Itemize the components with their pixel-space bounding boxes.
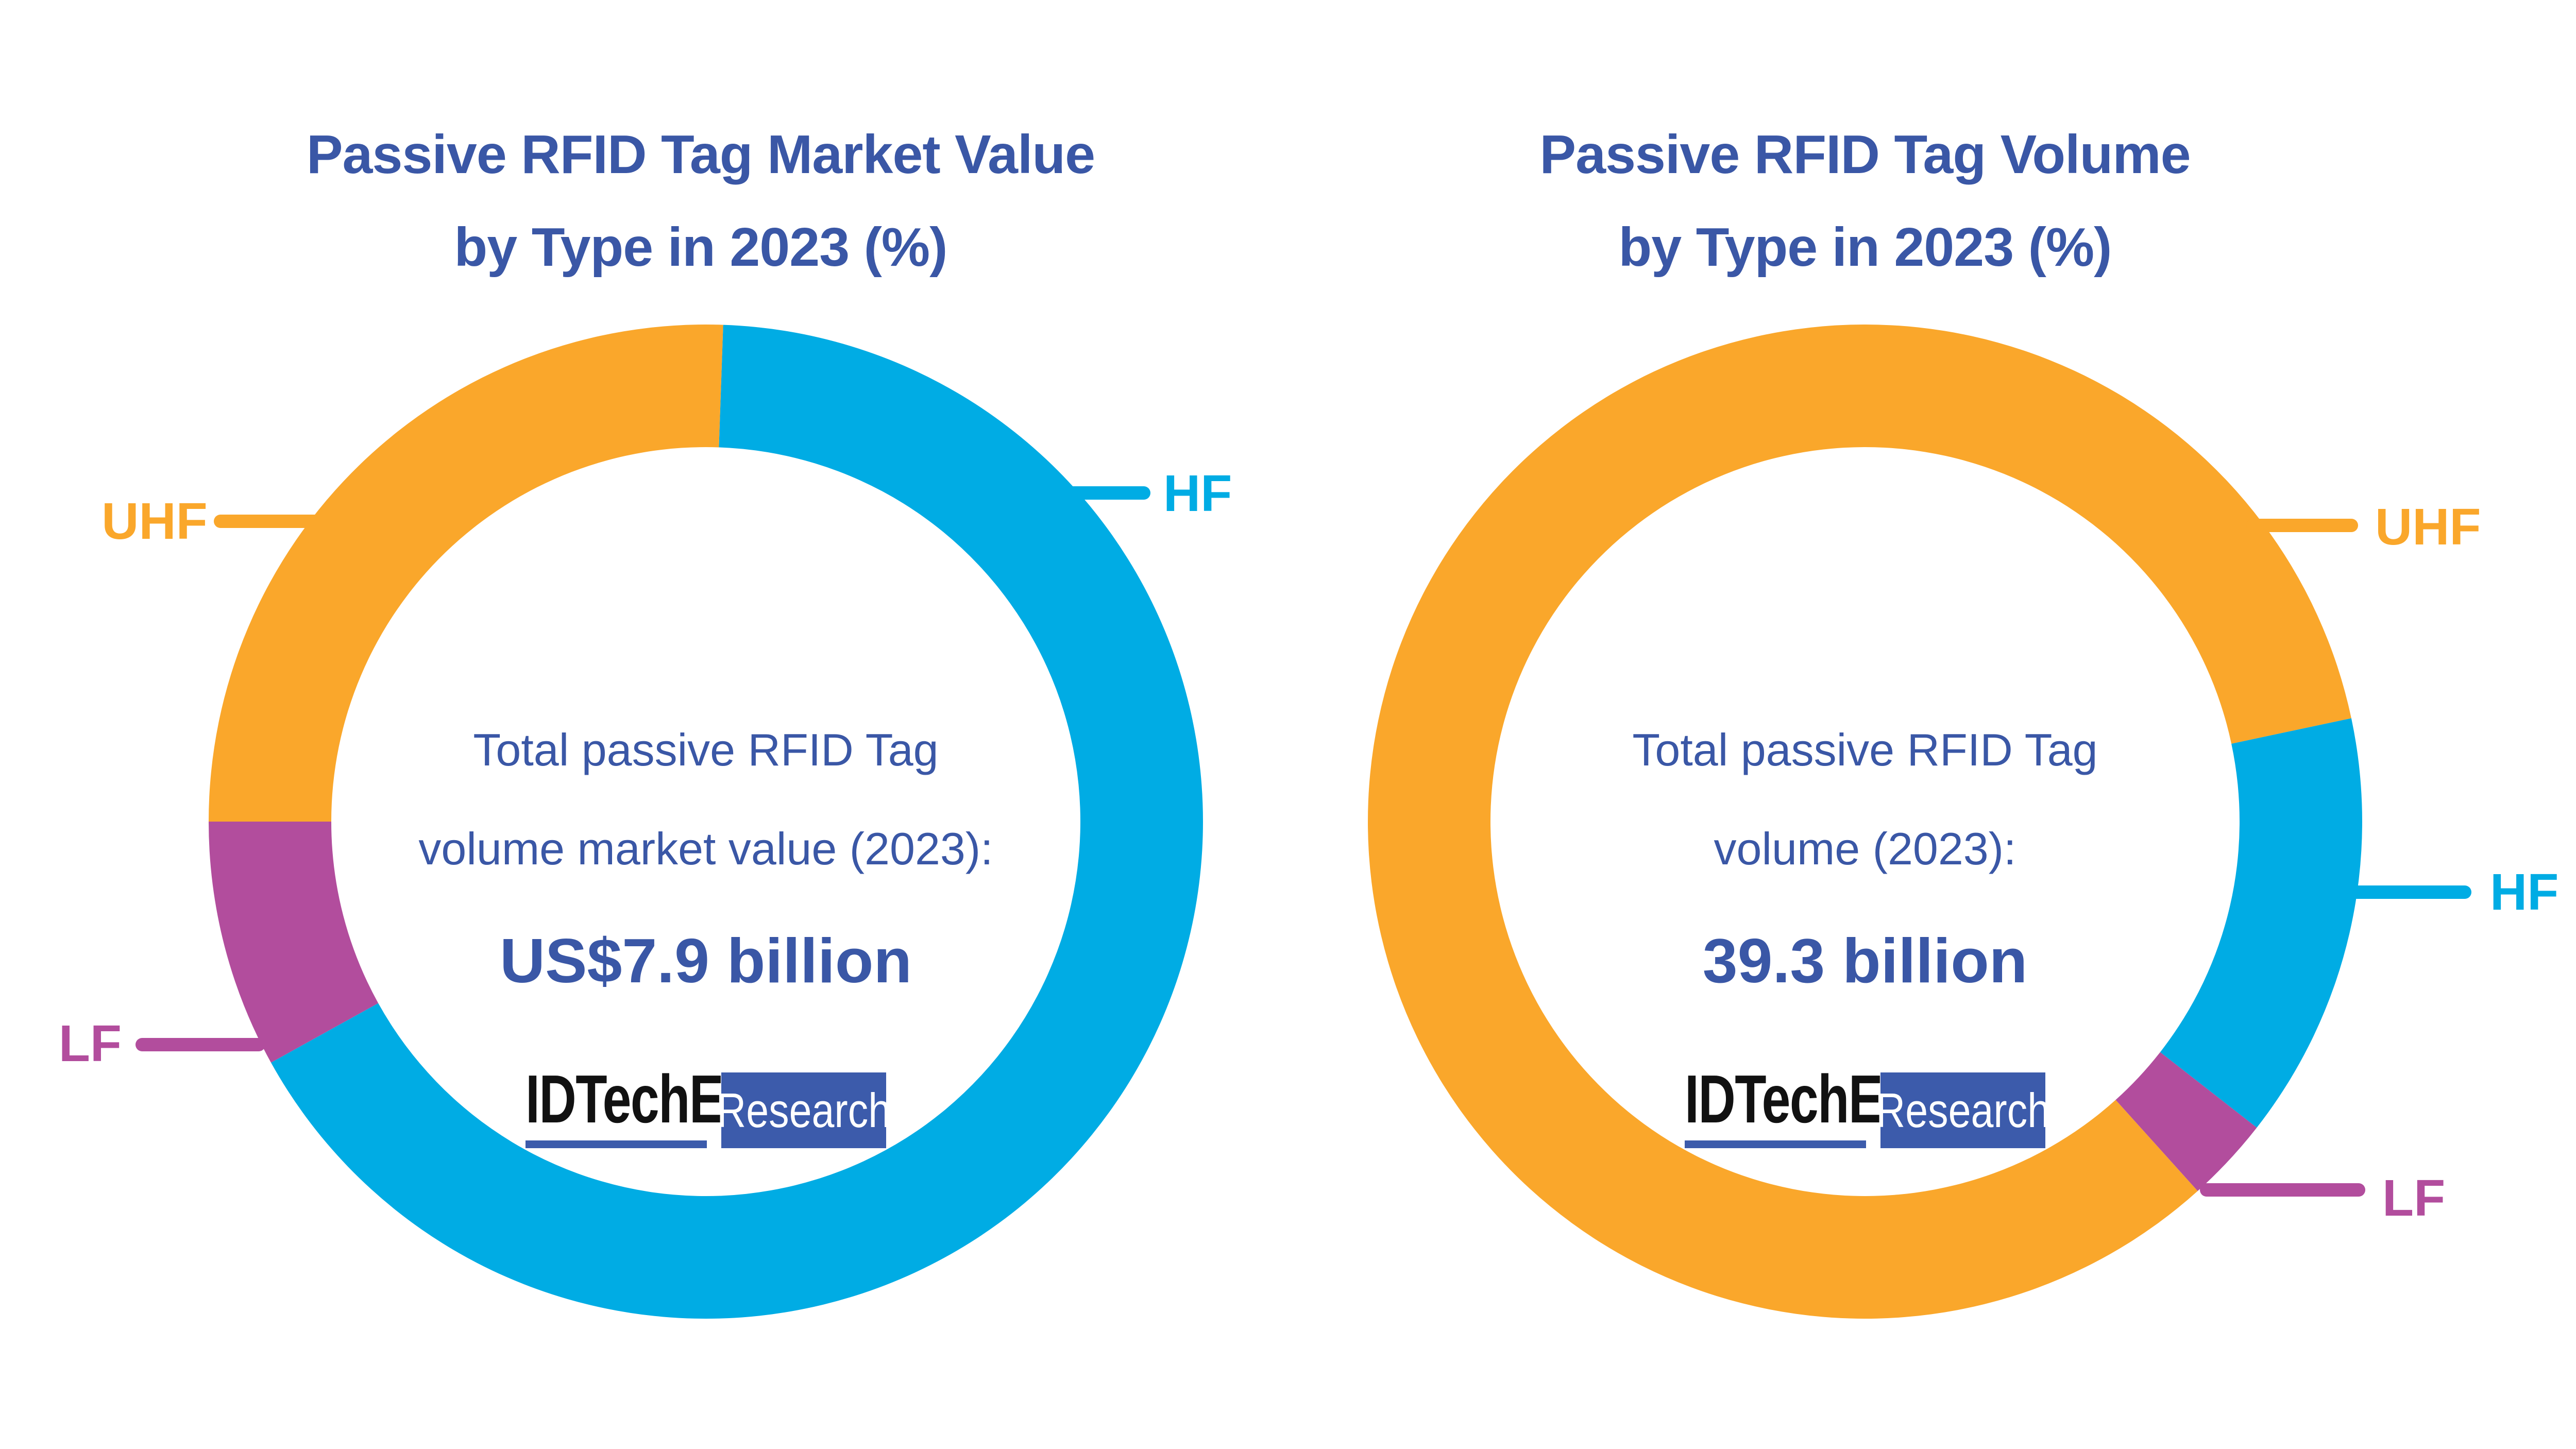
- right-lf-leader-line: [2200, 1183, 2365, 1197]
- left-hf-leader-line: [1061, 486, 1150, 500]
- right-center-value: 39.3 billion: [1702, 926, 2028, 996]
- right-idtechex-logo-brand: IDTechEx: [1685, 1065, 1911, 1150]
- left-center-line2: volume market value (2023):: [418, 823, 993, 874]
- left-idtechex-logo: IDTechEx Research: [526, 1065, 891, 1150]
- right-center-text: Total passive RFID Tag volume (2023): 39…: [1489, 701, 2241, 1004]
- donut-1-segment-hf: [2160, 718, 2362, 1128]
- left-idtechex-logo-text: IDTechEx: [526, 1061, 752, 1137]
- right-research-badge: Research: [1876, 1072, 2050, 1148]
- left-chart-title: Passive RFID Tag Market Value by Type in…: [185, 108, 1216, 294]
- left-center-value: US$7.9 billion: [500, 926, 912, 996]
- donut-0-segment-uhf: [209, 325, 723, 822]
- right-chart-title: Passive RFID Tag Volume by Type in 2023 …: [1350, 108, 2380, 294]
- right-uhf-label: UHF: [2375, 498, 2481, 556]
- donut-1-segment-lf: [2115, 1052, 2257, 1191]
- left-uhf-label: UHF: [101, 492, 208, 550]
- left-idtechex-logo-brand: IDTechEx: [526, 1065, 752, 1150]
- right-research-badge-text: Research: [1876, 1083, 2050, 1137]
- left-idtechex-logo-underline: [526, 1140, 707, 1148]
- right-lf-label: LF: [2382, 1169, 2446, 1227]
- right-center-line2: volume (2023):: [1714, 823, 2016, 874]
- right-idtechex-logo: IDTechEx Research: [1685, 1065, 2050, 1150]
- right-idtechex-logo-text: IDTechEx: [1685, 1061, 1911, 1137]
- right-center-line1: Total passive RFID Tag: [1632, 724, 2098, 775]
- right-uhf-leader-line: [2246, 519, 2358, 532]
- left-research-badge: Research: [717, 1072, 891, 1148]
- left-center-text: Total passive RFID Tag volume market val…: [330, 701, 1082, 1004]
- left-research-badge-text: Research: [717, 1083, 891, 1137]
- left-lf-label: LF: [58, 1015, 122, 1072]
- right-chart-title-line1: Passive RFID Tag Volume: [1539, 124, 2191, 185]
- right-chart-title-line2: by Type in 2023 (%): [1618, 217, 2112, 278]
- left-chart-title-line2: by Type in 2023 (%): [454, 217, 948, 278]
- left-chart-title-line1: Passive RFID Tag Market Value: [306, 124, 1095, 185]
- left-uhf-leader-line: [214, 515, 332, 528]
- donut-0-segment-lf: [209, 822, 379, 1063]
- left-hf-label: HF: [1163, 465, 1232, 522]
- left-lf-leader-line: [135, 1038, 265, 1051]
- right-hf-label: HF: [2490, 863, 2559, 921]
- right-hf-leader-line: [2334, 885, 2471, 899]
- right-idtechex-logo-underline: [1685, 1140, 1866, 1148]
- left-center-line1: Total passive RFID Tag: [473, 724, 939, 775]
